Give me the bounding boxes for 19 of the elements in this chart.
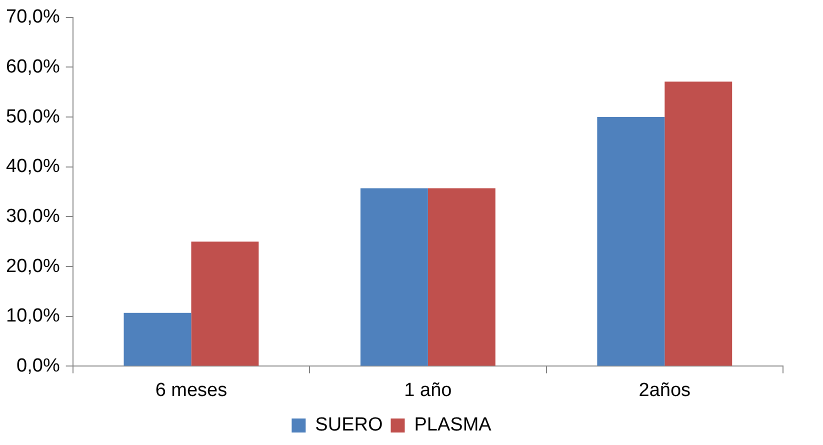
y-tick-label: 70,0% [6,6,60,28]
y-tick-label: 30,0% [6,206,60,227]
bar [360,188,428,366]
y-tick-label: 10,0% [6,306,60,327]
y-tick-label: 0,0% [16,355,60,376]
x-tick-label: 6 meses [155,380,228,401]
x-tick-label: 2años [638,380,691,401]
x-tick-label: 1 año [404,380,452,401]
bar [191,242,259,366]
bar [664,82,732,366]
y-tick-label: 60,0% [6,56,60,78]
y-tick-label: 20,0% [6,256,60,277]
bar [597,117,665,366]
bar [124,312,192,366]
y-tick-label: 40,0% [6,156,60,178]
legend-label: PLASMA [414,414,492,436]
legend-label: SUERO [315,414,383,436]
y-tick-label: 50,0% [6,106,60,128]
bar [428,188,496,366]
